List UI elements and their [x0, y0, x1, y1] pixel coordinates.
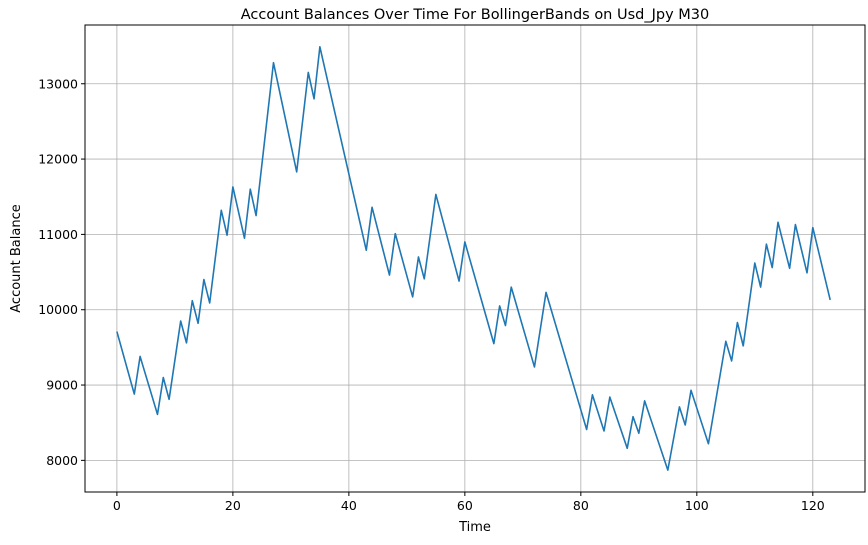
- y-tick-label: 12000: [38, 152, 78, 167]
- y-tick-label: 9000: [46, 378, 78, 393]
- grid: [85, 25, 865, 492]
- y-tick-label: 11000: [38, 227, 78, 242]
- x-axis-label: Time: [458, 520, 491, 535]
- x-tick-label: 100: [685, 498, 709, 513]
- chart-title: Account Balances Over Time For Bollinger…: [241, 7, 710, 23]
- y-axis: 8000 9000 10000 11000 12000 13000: [38, 76, 85, 468]
- balance-series-line: [116, 46, 831, 471]
- y-tick-label: 13000: [38, 76, 78, 91]
- y-tick-label: 10000: [38, 302, 78, 317]
- x-tick-label: 120: [801, 498, 825, 513]
- x-axis: 0 20 40 60 80 100 120: [113, 492, 825, 513]
- y-axis-label: Account Balance: [9, 204, 24, 312]
- x-tick-label: 0: [113, 498, 121, 513]
- y-tick-label: 8000: [46, 453, 78, 468]
- x-tick-label: 80: [573, 498, 589, 513]
- series-layer: [116, 46, 831, 471]
- x-tick-label: 60: [457, 498, 473, 513]
- x-tick-label: 20: [225, 498, 241, 513]
- x-tick-label: 40: [341, 498, 357, 513]
- plot-frame: [84, 24, 866, 493]
